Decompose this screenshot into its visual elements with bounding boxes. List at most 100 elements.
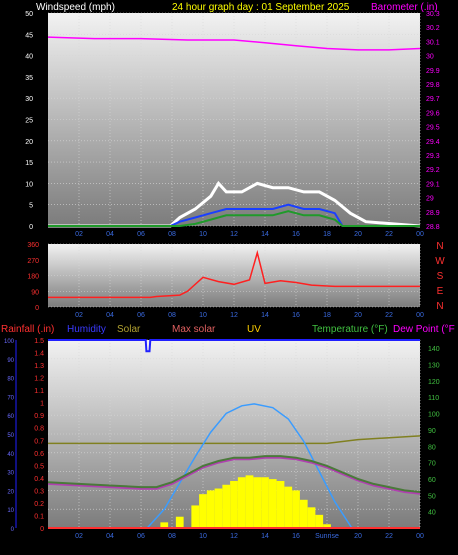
solar-bar bbox=[276, 481, 285, 528]
x-tick-label: 00 bbox=[416, 312, 424, 319]
dewpoint-series bbox=[47, 456, 421, 495]
legend-dewpoint: Dew Point (°F bbox=[393, 324, 455, 335]
rain-y-tick-label: 0.7 bbox=[34, 438, 44, 445]
solar-bar bbox=[323, 524, 331, 528]
legend-solar: Solar bbox=[117, 324, 141, 335]
legend-temperature: Temperature (°F) bbox=[312, 324, 388, 335]
temp-y-tick-label: 130 bbox=[428, 363, 440, 370]
compass-label: S bbox=[437, 271, 444, 282]
wind-gust-series bbox=[48, 180, 421, 228]
graph-title: 24 hour graph day : 01 September 2025 bbox=[172, 2, 350, 13]
rain-y-tick-label: 1.1 bbox=[34, 388, 44, 395]
solar-average-series bbox=[48, 435, 421, 445]
x-tick-label: 22 bbox=[385, 312, 393, 319]
humidity-y-tick-label: 10 bbox=[7, 508, 14, 514]
dir-y-tick-label: 90 bbox=[31, 289, 39, 296]
solar-bar bbox=[199, 494, 207, 528]
x-tick-label: 04 bbox=[106, 533, 114, 540]
x-tick-label: 02 bbox=[75, 231, 83, 238]
temp-y-tick-label: 140 bbox=[428, 346, 440, 353]
dir-y-tick-label: 0 bbox=[35, 305, 39, 312]
barometer-title: Barometer (.in) bbox=[371, 2, 438, 13]
baro-y-tick-label: 30 bbox=[426, 54, 434, 61]
humidity-y-tick-label: 20 bbox=[7, 489, 14, 495]
x-tick-label: 00 bbox=[416, 533, 424, 540]
solar-bar bbox=[160, 522, 169, 528]
baro-y-tick-label: 29 bbox=[426, 196, 434, 203]
rain-y-tick-label: 0 bbox=[40, 526, 44, 533]
rain-y-tick-label: 0.9 bbox=[34, 413, 44, 420]
x-tick-label: 16 bbox=[292, 533, 300, 540]
x-tick-label: 14 bbox=[261, 533, 269, 540]
x-tick-label: 16 bbox=[292, 231, 300, 238]
temp-y-tick-label: 70 bbox=[428, 461, 436, 468]
wind-y-tick-label: 30 bbox=[25, 96, 33, 103]
baro-y-tick-label: 29.5 bbox=[426, 125, 440, 132]
temp-y-tick-label: 40 bbox=[428, 510, 436, 517]
x-tick-label: 18 bbox=[323, 312, 331, 319]
solar-bar bbox=[284, 486, 293, 528]
solar-bar bbox=[206, 490, 215, 528]
solar-bar bbox=[299, 499, 308, 528]
x-tick-label: 02 bbox=[75, 533, 83, 540]
x-tick-label: 10 bbox=[199, 231, 207, 238]
wind-direction-series bbox=[48, 249, 420, 299]
baro-y-tick-label: 30.3 bbox=[426, 11, 440, 18]
solar-bar bbox=[268, 479, 277, 528]
temp-y-tick-label: 50 bbox=[428, 493, 436, 500]
solar-bar bbox=[214, 488, 223, 528]
baro-y-tick-label: 29.8 bbox=[426, 82, 440, 89]
humidity-y-tick-label: 40 bbox=[7, 452, 14, 458]
baro-y-tick-label: 29.4 bbox=[426, 139, 440, 146]
baro-y-tick-label: 28.8 bbox=[426, 224, 440, 231]
x-tick-label: 08 bbox=[168, 533, 176, 540]
x-tick-label: 22 bbox=[385, 533, 393, 540]
x-tick-label: 10 bbox=[199, 312, 207, 319]
temp-y-tick-label: 100 bbox=[428, 412, 440, 419]
wind-y-tick-label: 10 bbox=[25, 181, 33, 188]
wind-y-tick-label: 50 bbox=[25, 11, 33, 18]
barometer-series bbox=[47, 36, 421, 51]
baro-y-tick-label: 29.1 bbox=[426, 181, 440, 188]
baro-y-tick-label: 29.3 bbox=[426, 153, 440, 160]
x-tick-label: 20 bbox=[354, 533, 362, 540]
x-tick-label: Sunrise bbox=[315, 533, 339, 540]
x-tick-label: 06 bbox=[137, 533, 145, 540]
wind-y-tick-label: 25 bbox=[25, 118, 33, 125]
temp-y-tick-label: 60 bbox=[428, 477, 436, 484]
legend-rainfall: Rainfall (.in) bbox=[1, 324, 54, 335]
x-tick-label: 12 bbox=[230, 533, 238, 540]
compass-label: W bbox=[435, 256, 445, 267]
wind-y-tick-label: 15 bbox=[25, 160, 33, 167]
humidity-y-tick-label: 70 bbox=[7, 395, 14, 401]
temp-y-tick-label: 90 bbox=[428, 428, 436, 435]
dir-y-tick-label: 180 bbox=[27, 274, 39, 281]
wind-y-tick-label: 20 bbox=[25, 139, 33, 146]
compass-label: N bbox=[436, 301, 443, 312]
x-tick-label: 14 bbox=[261, 231, 269, 238]
rain-y-tick-label: 0.2 bbox=[34, 501, 44, 508]
dir-y-tick-label: 360 bbox=[27, 242, 39, 249]
solar-bar bbox=[245, 475, 254, 528]
rain-y-tick-label: 1 bbox=[40, 401, 44, 408]
humidity-y-tick-label: 50 bbox=[7, 433, 14, 439]
humidity-y-tick-label: 90 bbox=[7, 358, 14, 364]
baro-y-tick-label: 30.2 bbox=[426, 25, 440, 32]
x-tick-label: 06 bbox=[137, 312, 145, 319]
x-tick-label: 08 bbox=[168, 312, 176, 319]
legend-uv: UV bbox=[247, 324, 261, 335]
x-tick-label: 04 bbox=[106, 231, 114, 238]
legend-humidity: Humidity bbox=[67, 324, 106, 335]
solar-bar bbox=[230, 481, 238, 528]
x-tick-label: 10 bbox=[199, 533, 207, 540]
temp-y-tick-label: 110 bbox=[428, 395, 439, 402]
baro-y-tick-label: 28.9 bbox=[426, 210, 440, 217]
wind-low-series bbox=[48, 210, 420, 227]
rain-y-tick-label: 0.1 bbox=[34, 513, 44, 520]
x-tick-label: 14 bbox=[261, 312, 269, 319]
baro-y-tick-label: 29.6 bbox=[426, 110, 440, 117]
compass-label: E bbox=[437, 286, 444, 297]
temp-y-tick-label: 120 bbox=[428, 379, 440, 386]
compass-label: N bbox=[436, 241, 443, 252]
